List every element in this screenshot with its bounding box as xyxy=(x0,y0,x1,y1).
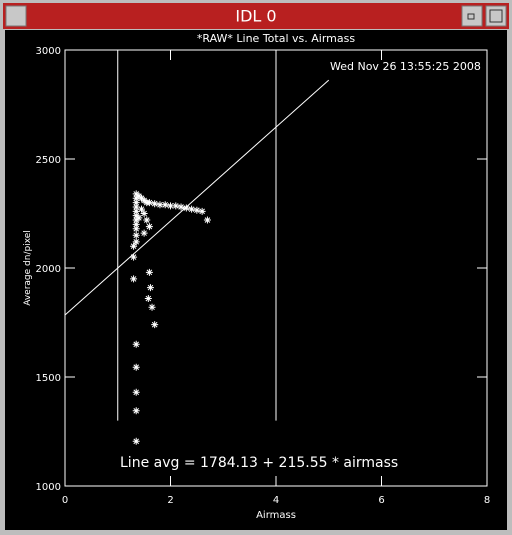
point xyxy=(156,201,164,209)
y-tick-label: 2000 xyxy=(36,264,61,275)
fit-annotation: Line avg = 1784.13 + 215.55 * airmass xyxy=(120,455,398,471)
point xyxy=(132,207,140,215)
point xyxy=(132,231,140,239)
point xyxy=(151,200,159,208)
point xyxy=(132,407,140,415)
fit-line xyxy=(64,79,330,316)
plot: *RAW* Line Total vs. Airmass Airmass Avera… xyxy=(23,32,490,521)
y-tick-label: 1500 xyxy=(36,373,61,384)
x-tick-label: 0 xyxy=(62,495,68,506)
point xyxy=(172,202,180,210)
point xyxy=(137,205,145,213)
point xyxy=(167,202,174,210)
point xyxy=(145,268,153,276)
y-tick-label: 1000 xyxy=(36,482,61,493)
point xyxy=(193,206,201,214)
x-tick-label: 4 xyxy=(273,495,279,506)
x-tick-label: 8 xyxy=(484,495,490,506)
point xyxy=(143,216,151,224)
point xyxy=(144,295,152,303)
x-axis-label: Airmass xyxy=(256,510,296,521)
y-axis-label: Average dn/pixel xyxy=(23,230,33,306)
maximize-button[interactable] xyxy=(485,5,507,27)
x-tick-label: 2 xyxy=(167,495,173,506)
point xyxy=(146,284,154,292)
point xyxy=(145,199,153,207)
menu-button[interactable] xyxy=(5,5,27,27)
point xyxy=(135,214,143,222)
title-bar xyxy=(3,3,509,29)
maximize-icon xyxy=(489,9,503,23)
point xyxy=(151,321,159,329)
point xyxy=(188,205,196,213)
point xyxy=(132,388,140,396)
point xyxy=(130,275,138,283)
point xyxy=(132,238,140,246)
y-tick-label: 3000 xyxy=(36,46,61,57)
minimize-button[interactable] xyxy=(461,5,483,27)
point xyxy=(132,220,140,228)
point xyxy=(148,303,156,311)
point xyxy=(132,363,140,371)
point xyxy=(140,229,148,237)
point xyxy=(132,203,140,211)
point xyxy=(130,242,138,250)
chart-title: *RAW* Line Total vs. Airmass xyxy=(197,32,355,45)
point xyxy=(203,216,211,224)
point xyxy=(132,340,140,348)
point xyxy=(132,199,140,207)
point xyxy=(132,437,140,445)
point xyxy=(140,210,148,217)
point xyxy=(132,225,140,233)
plot-canvas xyxy=(5,30,507,530)
point xyxy=(177,203,185,211)
point xyxy=(198,207,206,215)
point xyxy=(182,204,190,212)
point xyxy=(130,253,138,261)
minimize-icon xyxy=(467,13,475,20)
x-tick-label: 6 xyxy=(378,495,384,506)
timestamp: Wed Nov 26 13:55:25 2008 xyxy=(330,60,481,73)
point xyxy=(145,223,153,231)
y-tick-label: 2500 xyxy=(36,155,61,166)
point xyxy=(161,201,169,209)
window-title: IDL 0 xyxy=(235,7,276,26)
